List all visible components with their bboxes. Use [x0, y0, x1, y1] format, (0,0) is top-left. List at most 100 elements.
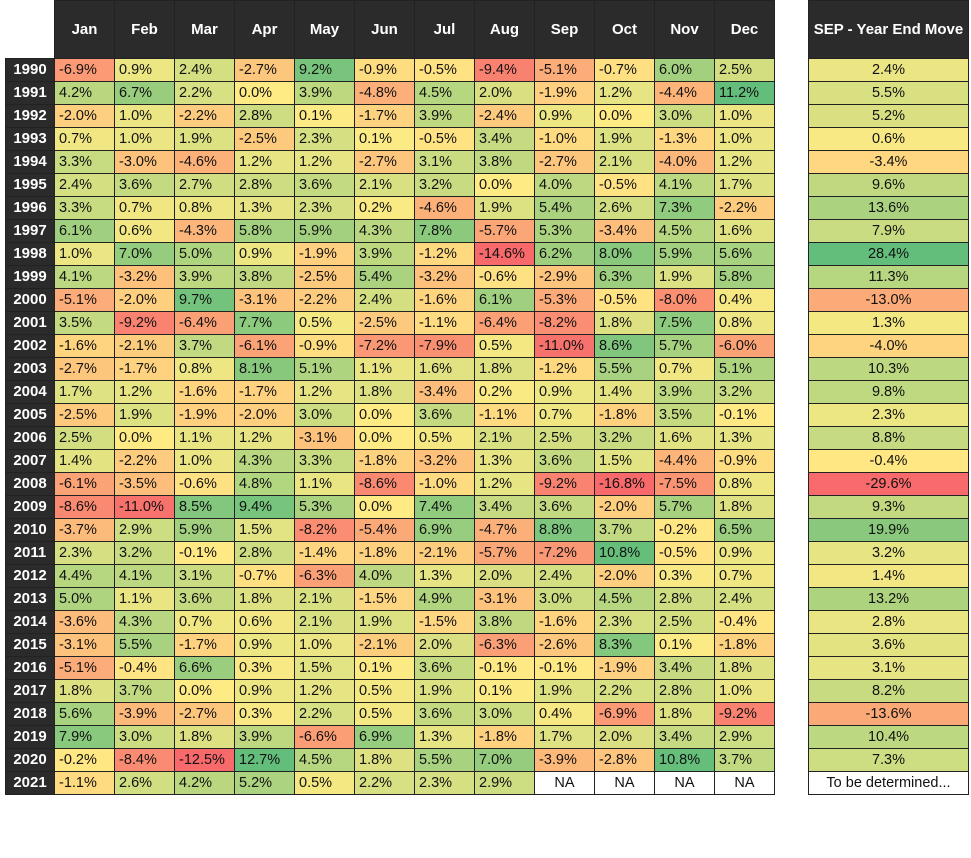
table-row: 10.3%: [808, 357, 969, 381]
table-row: 2016 -5.1% -0.4% 6.6% 0.3% 1.5% 0.1% 3.6% -0.1% -…: [5, 656, 775, 680]
heatmap-cell: -2.7%: [54, 357, 115, 381]
heatmap-cell: 1.1%: [354, 357, 415, 381]
heatmap-cell: 0.5%: [354, 702, 415, 726]
heatmap-cell: 0.7%: [654, 357, 715, 381]
heatmap-cell: -0.1%: [714, 403, 775, 427]
heatmap-cell: 0.1%: [294, 104, 355, 128]
heatmap-cell: -6.3%: [294, 564, 355, 588]
heatmap-cell: 1.6%: [414, 357, 475, 381]
year-end-move-cell: 13.6%: [808, 196, 969, 220]
heatmap-cell: -1.7%: [114, 357, 175, 381]
heatmap-cell: -14.6%: [474, 242, 535, 266]
heatmap-cell: 0.8%: [714, 311, 775, 335]
year-label: 2001: [5, 311, 55, 335]
heatmap-cell: 1.2%: [294, 150, 355, 174]
heatmap-cell: -0.1%: [474, 656, 535, 680]
heatmap-cell: 2.8%: [654, 679, 715, 703]
year-label: 2017: [5, 679, 55, 703]
heatmap-cell: 2.9%: [114, 518, 175, 542]
table-row: 2.3%: [808, 403, 969, 427]
heatmap-cell: 5.5%: [114, 633, 175, 657]
table-row: -4.0%: [808, 334, 969, 358]
month-header-mar: Mar: [174, 0, 235, 59]
year-label: 2021: [5, 771, 55, 795]
heatmap-cell: 0.7%: [114, 196, 175, 220]
heatmap-cell: 6.2%: [534, 242, 595, 266]
heatmap-cell: -2.6%: [534, 633, 595, 657]
heatmap-cell: -0.7%: [234, 564, 295, 588]
heatmap-cell: 4.5%: [594, 587, 655, 611]
heatmap-cell: 0.3%: [654, 564, 715, 588]
table-row: 8.8%: [808, 426, 969, 450]
table-row: 1994 3.3% -3.0% -4.6% 1.2% 1.2% -2.7% 3.1% 3.8% -…: [5, 150, 775, 174]
table-row: -13.0%: [808, 288, 969, 312]
heatmap-cell: -16.8%: [594, 472, 655, 496]
table-row: 2003 -2.7% -1.7% 0.8% 8.1% 5.1% 1.1% 1.6% 1.8% -1…: [5, 357, 775, 381]
heatmap-cell: 1.8%: [354, 380, 415, 404]
heatmap-cell: 7.7%: [234, 311, 295, 335]
heatmap-cell: NA: [654, 771, 715, 795]
heatmap-cell: 0.5%: [414, 426, 475, 450]
heatmap-cell: 1.7%: [54, 380, 115, 404]
heatmap-cell: 3.8%: [474, 610, 535, 634]
heatmap-cell: 2.2%: [594, 679, 655, 703]
heatmap-cell: 2.5%: [534, 426, 595, 450]
table-row: 9.3%: [808, 495, 969, 519]
heatmap-cell: -2.7%: [354, 150, 415, 174]
heatmap-cell: 2.0%: [594, 725, 655, 749]
heatmap-cell: 6.9%: [414, 518, 475, 542]
heatmap-cell: 3.6%: [414, 403, 475, 427]
heatmap-cell: 0.9%: [534, 104, 595, 128]
year-end-move-cell: 3.2%: [808, 541, 969, 565]
heatmap-cell: 3.3%: [294, 449, 355, 473]
heatmap-cell: -1.2%: [534, 357, 595, 381]
heatmap-cell: 3.0%: [294, 403, 355, 427]
heatmap-cell: -0.5%: [594, 173, 655, 197]
year-end-move-cell: 7.9%: [808, 219, 969, 243]
year-end-move-cell: -4.0%: [808, 334, 969, 358]
table-row: 1995 2.4% 3.6% 2.7% 2.8% 3.6% 2.1% 3.2% 0.0% 4.0%…: [5, 173, 775, 197]
year-end-move-cell: 28.4%: [808, 242, 969, 266]
heatmap-cell: 6.9%: [354, 725, 415, 749]
month-header-nov: Nov: [654, 0, 715, 59]
heatmap-cell: 5.0%: [174, 242, 235, 266]
heatmap-cell: -0.5%: [654, 541, 715, 565]
month-header-jul: Jul: [414, 0, 475, 59]
heatmap-cell: 3.1%: [174, 564, 235, 588]
heatmap-cell: -4.7%: [474, 518, 535, 542]
heatmap-cell: 5.0%: [54, 587, 115, 611]
table-row: 2011 2.3% 3.2% -0.1% 2.8% -1.4% -1.8% -2.1% -5.7…: [5, 541, 775, 565]
heatmap-cell: 1.2%: [594, 81, 655, 105]
heatmap-cell: 0.5%: [294, 771, 355, 795]
heatmap-cell: -0.6%: [174, 472, 235, 496]
heatmap-cell: 3.7%: [594, 518, 655, 542]
heatmap-cell: -8.4%: [114, 748, 175, 772]
heatmap-cell: 2.5%: [714, 58, 775, 82]
year-end-move-cell: 8.2%: [808, 679, 969, 703]
heatmap-cell: 4.5%: [294, 748, 355, 772]
heatmap-cell: 5.6%: [54, 702, 115, 726]
heatmap-cell: -11.0%: [534, 334, 595, 358]
year-end-move-cell: 2.8%: [808, 610, 969, 634]
heatmap-cell: 0.1%: [474, 679, 535, 703]
heatmap-cell: 0.0%: [354, 403, 415, 427]
table-row: 2009 -8.6% -11.0% 8.5% 9.4% 5.3% 0.0% 7.4% 3.4% 3…: [5, 495, 775, 519]
heatmap-cell: 0.7%: [534, 403, 595, 427]
heatmap-cell: 10.8%: [654, 748, 715, 772]
heatmap-cell: 1.2%: [294, 679, 355, 703]
heatmap-cell: 5.7%: [654, 334, 715, 358]
year-label: 2004: [5, 380, 55, 404]
heatmap-cell: -5.4%: [354, 518, 415, 542]
heatmap-cell: 0.9%: [114, 58, 175, 82]
year-end-move-cell: 1.4%: [808, 564, 969, 588]
table-row: 1.3%: [808, 311, 969, 335]
heatmap-cell: 12.7%: [234, 748, 295, 772]
table-row: -13.6%: [808, 702, 969, 726]
year-label: 2009: [5, 495, 55, 519]
year-label: 2006: [5, 426, 55, 450]
heatmap-cell: -7.5%: [654, 472, 715, 496]
table-row: 2019 7.9% 3.0% 1.8% 3.9% -6.6% 6.9% 1.3% -1.8% 1.…: [5, 725, 775, 749]
heatmap-cell: 2.3%: [54, 541, 115, 565]
heatmap-cell: 3.5%: [54, 311, 115, 335]
heatmap-cell: -3.1%: [474, 587, 535, 611]
